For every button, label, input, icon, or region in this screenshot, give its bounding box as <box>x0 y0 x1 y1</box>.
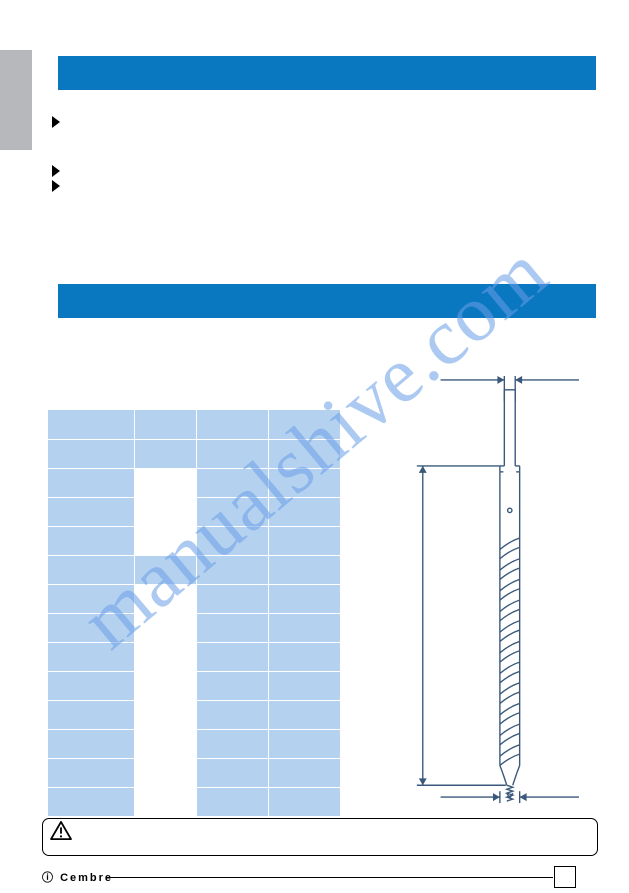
banner-1 <box>58 56 596 90</box>
table-row <box>48 410 340 439</box>
table-cell <box>134 439 196 468</box>
page-number-box <box>554 866 576 888</box>
bullet-3 <box>52 180 60 192</box>
table-cell <box>48 671 134 700</box>
table-cell <box>134 613 196 642</box>
table-cell <box>134 671 196 700</box>
table-cell <box>196 584 268 613</box>
table-row <box>48 671 340 700</box>
table-cell <box>134 555 196 584</box>
table-row <box>48 584 340 613</box>
drill-diagram <box>380 372 600 807</box>
table-cell <box>134 497 196 526</box>
table-cell <box>134 787 196 816</box>
table-row <box>48 700 340 729</box>
table-cell <box>268 439 340 468</box>
table-cell <box>134 468 196 497</box>
table-cell <box>268 671 340 700</box>
table-row <box>48 729 340 758</box>
table-cell <box>48 787 134 816</box>
table-cell <box>196 729 268 758</box>
table-cell <box>48 526 134 555</box>
footer-brand: ⓘ Cembre <box>42 869 600 887</box>
footer-rule <box>107 877 553 878</box>
table-cell <box>48 700 134 729</box>
table-cell <box>196 671 268 700</box>
spec-table <box>48 410 340 816</box>
table-cell <box>196 468 268 497</box>
table-cell <box>134 700 196 729</box>
table-cell <box>196 613 268 642</box>
left-grey-tab <box>0 50 32 150</box>
warning-box <box>42 818 598 856</box>
table-cell <box>48 497 134 526</box>
table-cell <box>48 555 134 584</box>
table-cell <box>48 468 134 497</box>
table-cell <box>268 729 340 758</box>
table-cell <box>268 758 340 787</box>
table-cell <box>268 468 340 497</box>
banner-2 <box>58 284 596 318</box>
table-cell <box>268 613 340 642</box>
table-cell <box>268 700 340 729</box>
table-row <box>48 497 340 526</box>
table-cell <box>48 642 134 671</box>
table-row <box>48 787 340 816</box>
table-cell <box>48 584 134 613</box>
table-row <box>48 439 340 468</box>
table-row <box>48 468 340 497</box>
table-cell <box>268 410 340 439</box>
table-cell <box>196 526 268 555</box>
table-row <box>48 642 340 671</box>
table-cell <box>268 555 340 584</box>
table-cell <box>48 729 134 758</box>
table-cell <box>134 526 196 555</box>
table-cell <box>268 526 340 555</box>
table-row <box>48 613 340 642</box>
table-cell <box>196 642 268 671</box>
table-cell <box>134 729 196 758</box>
table-cell <box>196 555 268 584</box>
table-cell <box>268 642 340 671</box>
table-row <box>48 758 340 787</box>
table-cell <box>268 584 340 613</box>
table-cell <box>196 497 268 526</box>
table-cell <box>48 439 134 468</box>
table-cell <box>134 758 196 787</box>
table-cell <box>196 700 268 729</box>
table-cell <box>134 584 196 613</box>
table-cell <box>268 497 340 526</box>
table-cell <box>48 410 134 439</box>
bullet-2 <box>52 165 60 177</box>
table-cell <box>196 758 268 787</box>
table-cell <box>268 787 340 816</box>
bullet-1 <box>52 116 60 128</box>
warning-icon <box>50 821 72 840</box>
table-cell <box>196 439 268 468</box>
table-cell <box>48 758 134 787</box>
brand-text: Cembre <box>60 872 113 884</box>
table-cell <box>196 410 268 439</box>
table-cell <box>196 787 268 816</box>
table-cell <box>48 613 134 642</box>
table-cell <box>134 642 196 671</box>
table-row <box>48 526 340 555</box>
table-row <box>48 555 340 584</box>
table-cell <box>134 410 196 439</box>
